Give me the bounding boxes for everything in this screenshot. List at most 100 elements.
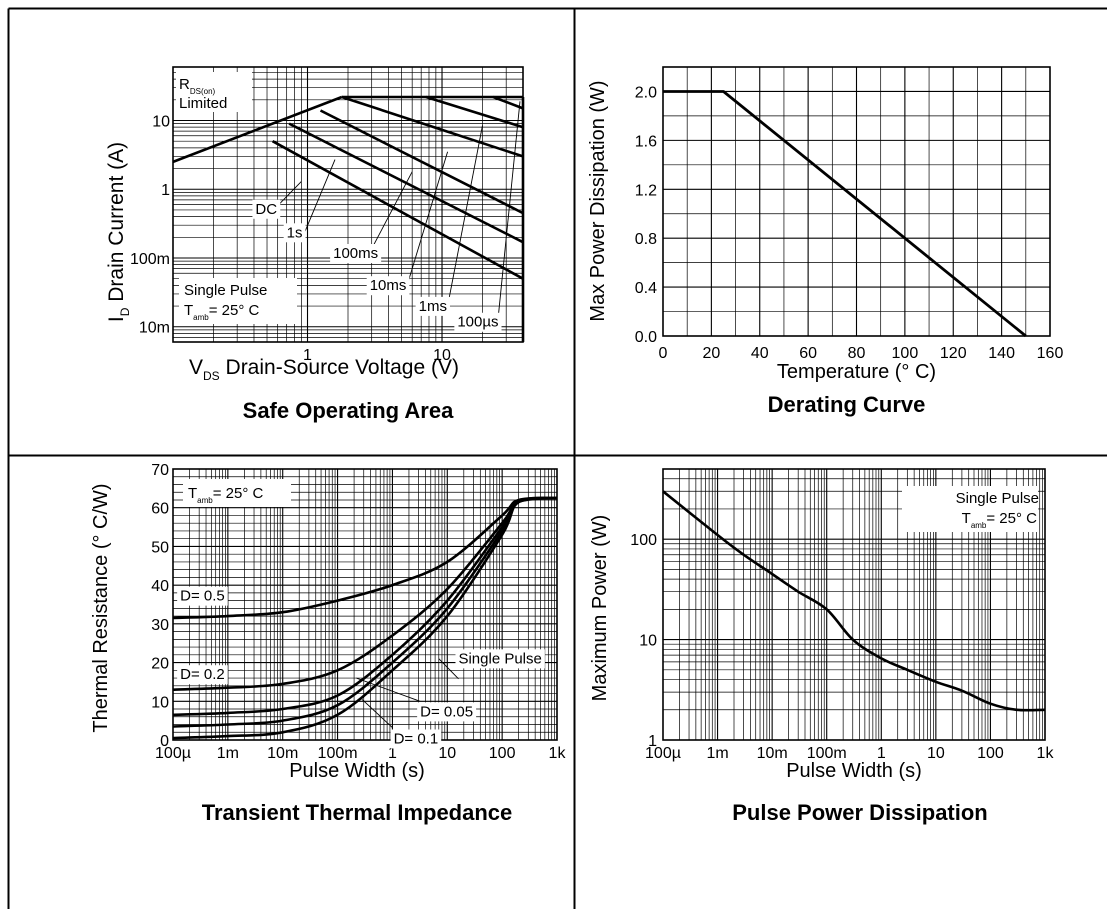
derating-y-tick-label: 0.4 xyxy=(635,280,657,297)
thermal-series-label-2-bg xyxy=(390,729,442,749)
pulse-title: Pulse Power Dissipation xyxy=(732,800,988,825)
pulse-x-tick-label: 1m xyxy=(706,745,728,762)
soa-series-label-5-bg xyxy=(454,312,502,332)
soa-x-tick-label: 1 xyxy=(303,347,312,364)
rds-sub: DS(on) xyxy=(190,87,216,96)
thermal-conditions: Tamb= 25° C xyxy=(183,479,291,507)
thermal-x-tick-label: 10m xyxy=(267,745,298,762)
thermal-series-label-4-bg xyxy=(455,649,545,669)
rds-on-limit-line xyxy=(172,95,343,164)
soa-leader-5 xyxy=(497,101,521,322)
soa-series-label-2-bg xyxy=(330,243,382,263)
derating-curve xyxy=(663,90,1027,338)
derating-x-axis-label: Temperature (° C) xyxy=(777,361,936,383)
thermal-y-tick-label: 20 xyxy=(151,656,169,673)
p-main: T xyxy=(962,510,971,527)
derating-x-tick-label: 60 xyxy=(799,345,817,362)
t-main: T xyxy=(188,485,197,502)
c-main: T xyxy=(184,302,193,319)
soa-y-tick-label: 10m xyxy=(139,320,170,337)
thermal-series-label-1: D= 0.2 xyxy=(180,666,225,683)
pulse-x-axis-label: Pulse Width (s) xyxy=(786,760,922,782)
thermal-series-label-0-bg xyxy=(177,586,228,606)
pulse-y-axis-label: Maximum Power (W) xyxy=(589,515,611,702)
thermal-x-tick-label: 10 xyxy=(438,745,456,762)
thermal-y-tick-label: 30 xyxy=(151,617,169,634)
derating-y-tick-label: 0.0 xyxy=(635,329,657,346)
soa-y-tick-label: 100m xyxy=(130,251,170,268)
derating-chart: 0.00.40.81.21.62.00 20 40 60 80 100 120 140 160 … xyxy=(587,66,1063,417)
thermal-x-tick-label: 100 xyxy=(489,745,516,762)
pulse-x-tick-label: 10 xyxy=(927,745,945,762)
soa-conditions-line1: Single Pulse xyxy=(184,282,267,299)
soa-leader-3 xyxy=(406,151,449,286)
thermal-series-label-3-bg xyxy=(417,702,477,722)
rds-main: R xyxy=(179,76,190,93)
thermal-x-tick-label: 100µ xyxy=(155,745,191,762)
t-rest: = 25° C xyxy=(213,485,264,502)
derating-x-tick-label: 100 xyxy=(892,345,919,362)
soa-conditions: Single Pulse Tamb= 25° C xyxy=(179,278,297,324)
p-rest: = 25° C xyxy=(986,510,1037,527)
derating-x-tick-label: 120 xyxy=(940,345,967,362)
pulse-y-tick-label: 100 xyxy=(630,532,657,549)
soa-series-label-4-bg xyxy=(415,296,450,316)
pulse-conditions-line1: Single Pulse xyxy=(956,490,1039,507)
thermal-y-tick-label: 70 xyxy=(151,462,169,479)
thermal-y-tick-label: 40 xyxy=(151,578,169,595)
rds-on-label-line2: Limited xyxy=(179,95,227,112)
derating-x-tick-label: 140 xyxy=(988,345,1015,362)
pulse-x-tick-label: 100 xyxy=(977,745,1004,762)
derating-y-tick-label: 1.2 xyxy=(635,182,657,199)
id-main: I xyxy=(105,316,128,322)
thermal-series-label-3: D= 0.05 xyxy=(420,703,473,720)
thermal-y-tick-label: 60 xyxy=(151,501,169,518)
c-rest: = 25° C xyxy=(209,302,260,319)
pulse-y-tick-label: 1 xyxy=(648,733,657,750)
soa-x-tick-label: 10 xyxy=(433,347,451,364)
soa-series-label-3-bg xyxy=(366,276,410,296)
id-sub: D xyxy=(118,307,132,316)
pulse-y-tick-label: 10 xyxy=(639,633,657,650)
thermal-x-tick-label: 1k xyxy=(549,745,567,762)
soa-conditions-line2: Tamb= 25° C xyxy=(184,302,260,322)
derating-x-tick-label: 40 xyxy=(751,345,769,362)
soa-curve-5 xyxy=(492,95,524,110)
thermal-y-tick-label: 50 xyxy=(151,539,169,556)
thermal-curve-4 xyxy=(172,496,558,740)
pulse-x-tick-label: 100µ xyxy=(645,745,681,762)
soa-x-axis-label: VDS Drain-Source Voltage (V) xyxy=(189,356,459,383)
soa-series-label-4: 1ms xyxy=(419,298,447,315)
thermal-y-axis-label: Thermal Resistance (° C/W) xyxy=(90,483,112,732)
thermal-x-tick-label: 1m xyxy=(217,745,239,762)
vds-rest: Drain-Source Voltage (V) xyxy=(220,356,459,379)
c-sub: amb xyxy=(193,313,209,322)
soa-series-label-1: 1s xyxy=(287,224,303,241)
thermal-x-axis-label: Pulse Width (s) xyxy=(289,760,425,782)
thermal-curve-0 xyxy=(172,496,558,620)
soa-curve-0 xyxy=(271,140,524,280)
pulse-x-tick-label: 1k xyxy=(1037,745,1055,762)
soa-series-label-2: 100ms xyxy=(333,245,378,262)
soa-leader-4 xyxy=(447,125,483,307)
panel-frame xyxy=(7,7,1107,909)
thermal-x-tick-label: 1 xyxy=(388,745,397,762)
derating-x-tick-label: 80 xyxy=(848,345,866,362)
rds-on-label-bg xyxy=(176,72,252,112)
id-rest: Drain Current (A) xyxy=(105,142,128,308)
pulse-conditions-bg xyxy=(902,486,1038,532)
thermal-leader-3 xyxy=(356,677,421,702)
thermal-series-label-2: D= 0.1 xyxy=(394,730,439,747)
soa-series-label-1-bg xyxy=(283,223,306,243)
derating-y-tick-label: 0.8 xyxy=(635,231,657,248)
derating-title: Derating Curve xyxy=(768,392,926,417)
soa-series-label-0: DC xyxy=(255,201,277,218)
pulse-conditions: Single Pulse Tamb= 25° C xyxy=(902,486,1039,532)
thermal-series-label-1-bg xyxy=(177,665,228,685)
derating-y-axis-label: Max Power Dissipation (W) xyxy=(587,80,609,321)
soa-y-axis-label: ID Drain Current (A) xyxy=(105,142,132,322)
vds-main: V xyxy=(189,356,203,379)
pulse-conditions-line2: Tamb= 25° C xyxy=(962,510,1038,530)
pulse-x-tick-label: 100m xyxy=(807,745,847,762)
